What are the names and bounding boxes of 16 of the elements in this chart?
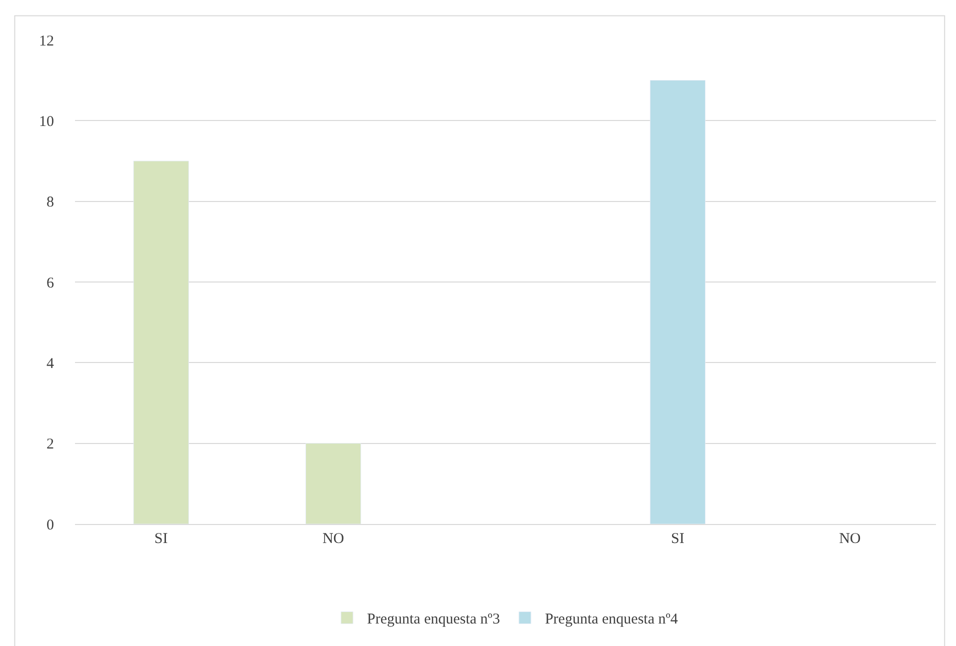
bar [133,160,189,524]
y-tick-label: 12 [39,33,54,50]
bar [650,80,706,524]
bar [306,443,362,524]
x-tick-label: NO [322,531,344,547]
y-tick-label: 4 [46,356,54,372]
legend-label: Pregunta enquesta nº3 [367,612,500,628]
y-tick-label: 8 [46,194,54,211]
legend-label: Pregunta enquesta nº4 [544,612,678,628]
y-tick-label: 0 [46,517,54,534]
y-tick-label: 6 [46,275,54,292]
x-tick-label: SI [671,531,684,547]
x-tick-label: SI [154,531,168,547]
x-tick-label: NO [839,531,861,547]
y-tick-label: 2 [46,436,54,453]
y-tick-label: 10 [39,114,54,130]
